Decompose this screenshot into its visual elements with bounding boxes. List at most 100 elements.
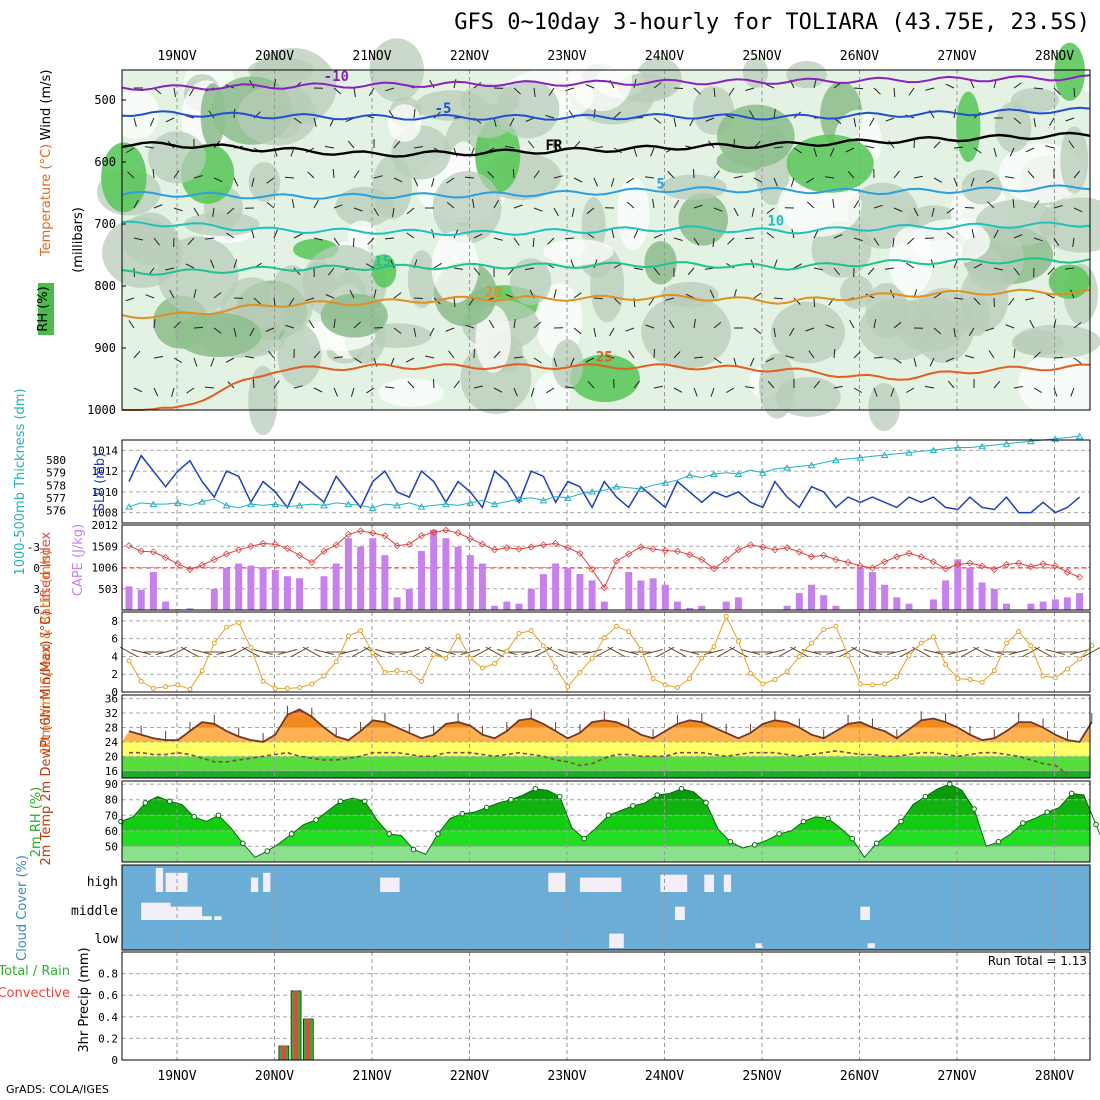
wind10m-barb [460, 649, 481, 655]
cloud-middle-bar [214, 916, 222, 920]
rh-patch [868, 382, 901, 432]
slp-panel-frame [121, 439, 1091, 524]
wind-barb [1033, 200, 1040, 209]
cloud-high-bar [155, 868, 164, 892]
wind-barb [945, 83, 955, 89]
wind-barb [493, 351, 501, 359]
cape-bar [649, 578, 657, 610]
wind10m-marker [1052, 675, 1058, 681]
li-marker [430, 528, 438, 536]
wind10m-marker [382, 669, 388, 675]
wind-barb [1013, 117, 1022, 125]
wind-barb [353, 87, 356, 97]
cape-bar [539, 574, 547, 610]
rh-patch [770, 301, 845, 364]
rh-marker [337, 798, 344, 805]
thickness-tick-label: 580 [46, 454, 66, 467]
cloud-high-bar [250, 877, 259, 892]
cape-bar [271, 569, 279, 610]
thickness-marker [1075, 432, 1084, 440]
wind-barb [448, 350, 455, 359]
wind-barb [1073, 357, 1082, 364]
wind10m-barb [826, 649, 846, 655]
wind10m-barb [607, 646, 626, 658]
wind-barb [893, 87, 896, 98]
temp-tick-label: 20 [105, 750, 118, 763]
rh-marker [459, 810, 466, 817]
wind-barb [873, 237, 880, 246]
li-marker [527, 543, 535, 551]
rh-marker [191, 814, 197, 820]
wind-barb [587, 380, 595, 389]
wind-barb [785, 355, 795, 359]
wind-barb [512, 168, 515, 179]
date-label-top: 20NOV [255, 49, 294, 64]
isotherm-line [121, 184, 1091, 200]
wind-barb [173, 207, 183, 212]
wind-barb [885, 267, 895, 270]
cape-bar [881, 584, 889, 610]
date-label-bottom: 19NOV [157, 1069, 196, 1084]
wind-barb [793, 263, 803, 269]
li-marker [466, 535, 474, 543]
wind-barb [925, 385, 935, 389]
wind-barb [728, 87, 735, 96]
thickness-marker [246, 500, 255, 508]
rh-patch [378, 378, 444, 407]
wind10m-barb [1034, 646, 1053, 658]
wind-barb [673, 237, 683, 241]
cape-bar [515, 603, 523, 610]
wind-barb [653, 267, 661, 276]
cape-tick-label: 1509 [92, 540, 119, 553]
wind-barb [726, 387, 735, 394]
wind-barb [1033, 237, 1043, 242]
wind-barb [890, 387, 895, 397]
cape-bar [381, 555, 389, 610]
wind-barb [153, 237, 160, 246]
wind10m-marker [796, 653, 802, 659]
wind-barb [413, 327, 417, 337]
thickness-marker [880, 451, 889, 459]
wind-barb [713, 87, 716, 97]
wind-barb [392, 207, 395, 217]
wind-barb [213, 327, 222, 334]
wind10m-marker [175, 682, 181, 688]
wind10m-barb [740, 649, 761, 655]
li-marker [941, 565, 950, 573]
wind10m-panel-frame [121, 611, 1091, 693]
wind-barb [650, 147, 655, 157]
wind-barb [553, 289, 557, 299]
wind-barb [625, 327, 635, 332]
wind10m-marker [419, 678, 424, 684]
wind-barb [993, 380, 1001, 389]
wind10m-barb [790, 646, 809, 658]
wind-barb [645, 176, 655, 179]
rh-patch [157, 236, 239, 314]
li-marker [551, 539, 560, 548]
thickness-marker [710, 470, 718, 477]
cape-bar [296, 578, 304, 610]
slp-tick-label: 1012 [92, 465, 119, 478]
wind-barb [993, 267, 1003, 271]
wind-barb [908, 87, 915, 96]
wind-barb [613, 111, 621, 119]
wind10m-axis-label: 10m Wind Speed & Barbs (m/s) [39, 550, 54, 755]
wind-barb [853, 117, 857, 127]
wind-barb [507, 267, 515, 276]
wind10m-marker [967, 677, 973, 683]
rh-patch [460, 342, 532, 414]
wind10m-marker [601, 635, 607, 641]
wind-barb [653, 385, 663, 389]
wind10m-marker [297, 685, 303, 691]
li-marker [710, 565, 718, 573]
cloud-level-label: high [87, 875, 118, 890]
wind10m-barb [1082, 646, 1100, 658]
cloud-panel-frame [121, 864, 1091, 951]
rh-patch [372, 254, 397, 288]
cloud-level-label: middle [71, 904, 118, 919]
thickness-tick-label: 578 [46, 479, 66, 492]
wind-barb [532, 237, 535, 248]
wind-barb [725, 114, 735, 119]
wind-barb [806, 177, 815, 184]
li-marker [820, 551, 828, 559]
